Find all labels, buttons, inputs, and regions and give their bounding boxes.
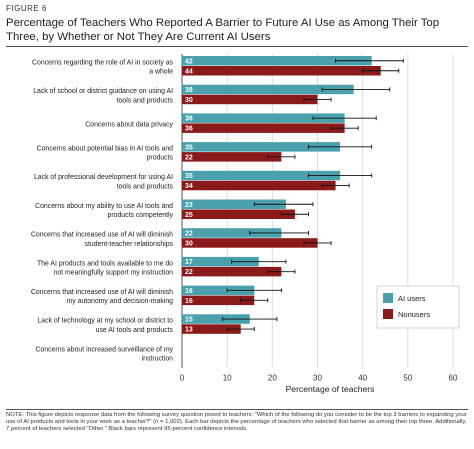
category-label: Lack of technology at my school or distr… xyxy=(37,318,173,325)
category-label: tools and products xyxy=(117,97,174,104)
data-label: 22 xyxy=(185,154,193,161)
bar xyxy=(182,152,282,162)
bar xyxy=(182,94,318,105)
x-tick-label: 0 xyxy=(180,374,185,383)
bar xyxy=(182,66,381,76)
legend-label: AI users xyxy=(398,294,426,303)
category-label: Lack of professional development for usi… xyxy=(34,174,173,181)
category-label: my autonomy and decision-making xyxy=(67,298,174,305)
bottom-rule xyxy=(6,409,468,410)
bar xyxy=(182,256,259,267)
figure-note: NOTE: This figure depicts response data … xyxy=(6,412,467,433)
bar xyxy=(182,285,255,296)
category-label: Lack of school or district guidance on u… xyxy=(33,88,173,95)
bar xyxy=(182,84,354,95)
data-label: 35 xyxy=(185,144,193,151)
legend-swatch xyxy=(383,309,393,319)
bar xyxy=(182,180,336,191)
x-tick-label: 30 xyxy=(313,374,322,383)
bar xyxy=(182,123,345,133)
data-label: 25 xyxy=(185,212,193,219)
category-label: Concerns that increased use of AI will d… xyxy=(31,289,173,296)
category-label: Concerns about potential bias in AI tool… xyxy=(37,146,174,153)
bar xyxy=(182,228,282,238)
x-tick-label: 50 xyxy=(403,374,412,383)
category-label: use AI tools and products xyxy=(96,327,174,334)
data-label: 38 xyxy=(185,87,193,94)
legend-box xyxy=(376,285,460,329)
category-label: Concerns regarding the role of AI in soc… xyxy=(32,59,174,66)
data-label: 16 xyxy=(185,288,193,295)
data-label: 30 xyxy=(185,241,193,248)
category-label: tools and products xyxy=(117,183,174,190)
category-label: Concerns that increased use of AI will d… xyxy=(31,232,173,239)
figure-label: FIGURE 6 xyxy=(6,4,47,13)
x-tick-label: 10 xyxy=(223,374,232,383)
data-label: 35 xyxy=(185,173,193,180)
category-label: products xyxy=(147,155,174,162)
bar xyxy=(182,113,345,123)
category-label: Concerns about data privacy xyxy=(85,121,173,128)
x-tick-label: 60 xyxy=(449,374,458,383)
category-label: products competently xyxy=(108,212,174,219)
category-label: instruction xyxy=(142,356,174,363)
data-label: 36 xyxy=(185,116,193,123)
category-label: Concerns about my ability to use AI tool… xyxy=(35,203,173,210)
category-label: Concerns about increased surveillance of… xyxy=(36,346,174,353)
data-label: 17 xyxy=(185,259,193,266)
bar-chart: 0 10 20 30 40 50 60 Percentage of teachers Conce… xyxy=(31,54,460,394)
data-label: 15 xyxy=(185,317,193,324)
data-label: 30 xyxy=(185,97,193,104)
bar xyxy=(182,295,255,306)
data-label: 23 xyxy=(185,202,193,209)
data-label: 22 xyxy=(185,269,193,276)
bar xyxy=(182,199,286,209)
category-label: The AI products and tools available to m… xyxy=(37,260,173,267)
data-label: 22 xyxy=(185,231,193,238)
bar xyxy=(182,142,341,152)
data-label: 42 xyxy=(185,58,193,65)
data-label: 36 xyxy=(185,126,193,133)
chart-title-line-2: Three, by Whether or Not They Are Curren… xyxy=(6,31,271,43)
chart-title-line-1: Percentage of Teachers Who Reported A Ba… xyxy=(6,17,440,29)
bar xyxy=(182,56,372,66)
data-label: 34 xyxy=(185,183,193,190)
category-label: not meaningfully support my instruction xyxy=(54,270,174,277)
data-label: 44 xyxy=(185,68,193,75)
top-rule xyxy=(6,46,468,47)
legend-label: Nonusers xyxy=(398,310,430,319)
bar xyxy=(182,324,241,334)
category-label: student-teacher relationships xyxy=(85,241,174,248)
x-axis-label: Percentage of teachers xyxy=(286,384,375,394)
bar xyxy=(182,266,282,277)
category-label: a whole xyxy=(149,69,173,76)
bar xyxy=(182,209,295,219)
legend-swatch xyxy=(383,293,393,303)
x-tick-label: 40 xyxy=(358,374,367,383)
bar xyxy=(182,314,250,324)
bar xyxy=(182,170,341,181)
data-label: 13 xyxy=(185,327,193,334)
data-label: 16 xyxy=(185,298,193,305)
x-tick-label: 20 xyxy=(268,374,277,383)
bar xyxy=(182,238,318,248)
